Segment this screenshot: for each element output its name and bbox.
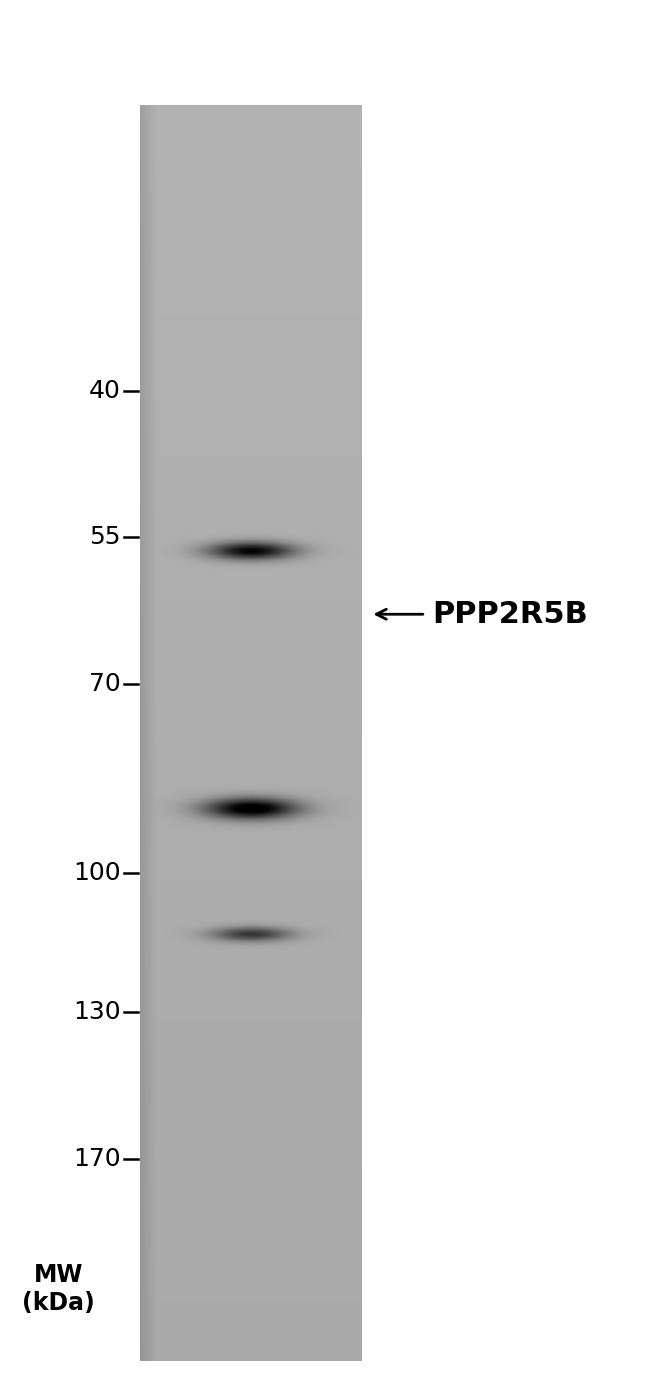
Text: 100: 100 xyxy=(73,860,121,885)
Text: A431: A431 xyxy=(212,1231,289,1308)
Text: 70: 70 xyxy=(89,671,121,697)
Text: 40: 40 xyxy=(89,378,121,403)
Text: PPP2R5B: PPP2R5B xyxy=(432,600,588,628)
Text: 130: 130 xyxy=(73,1000,121,1025)
Text: MW
(kDa): MW (kDa) xyxy=(22,1263,95,1315)
Text: 170: 170 xyxy=(73,1146,121,1171)
Text: 55: 55 xyxy=(90,525,121,550)
